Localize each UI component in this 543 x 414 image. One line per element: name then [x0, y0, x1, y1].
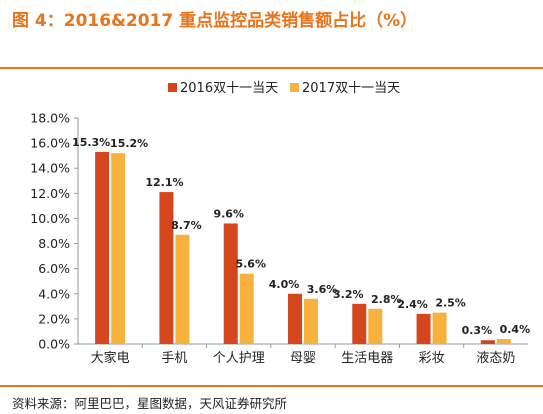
data-label: 2.8% [371, 293, 402, 306]
y-tick-label: 16.0% [30, 136, 70, 151]
y-tick-label: 0.0% [38, 337, 70, 352]
bar-2016 [480, 340, 495, 344]
bar-2017 [239, 273, 254, 344]
data-label: 8.7% [171, 219, 202, 232]
data-label: 4.0% [269, 278, 300, 291]
x-tick-label: 手机 [161, 351, 187, 366]
bar-2016 [288, 293, 302, 344]
bar-2016 [416, 313, 431, 344]
y-tick-label: 12.0% [30, 186, 70, 201]
bar-2017 [111, 153, 126, 344]
x-tick-label: 大家电 [91, 350, 130, 366]
y-tick-label: 18.0% [30, 111, 70, 126]
x-tick-label: 母婴 [290, 351, 316, 366]
y-tick-label: 2.0% [38, 311, 70, 326]
bar-2017 [368, 308, 383, 344]
y-tick-label: 14.0% [30, 161, 70, 176]
source-note: 资料来源：阿里巴巴，星图数据，天风证券研究所 [12, 396, 288, 411]
y-tick-label: 10.0% [30, 211, 70, 226]
x-tick-label: 个人护理 [213, 351, 265, 366]
bar-2017 [496, 338, 511, 344]
data-label: 5.6% [235, 258, 266, 271]
data-label: 12.1% [145, 176, 183, 189]
bar-2017 [304, 298, 318, 344]
x-tick-label: 液态奶 [476, 351, 515, 366]
y-tick-label: 8.0% [38, 236, 70, 251]
data-label: 9.6% [213, 207, 244, 220]
x-tick-label: 生活电器 [341, 351, 393, 366]
bar-2017 [175, 234, 190, 344]
y-tick-label: 4.0% [38, 286, 70, 301]
data-label: 2.4% [397, 298, 428, 311]
legend-label-1: 2016双十一当天 [180, 81, 278, 96]
y-tick-label: 6.0% [38, 261, 70, 276]
bar-2017 [432, 312, 447, 344]
bar-2016 [95, 151, 110, 344]
bar-chart: 2016双十一当天 2017双十一当天 0.0% 2.0% 4.0% 6.0% 8.0% 10… [30, 81, 531, 366]
x-tick-label: 彩妆 [419, 351, 445, 366]
legend-swatch-1 [168, 83, 177, 92]
data-label: 15.3% [72, 136, 110, 149]
legend-label-2: 2017双十一当天 [302, 81, 400, 96]
data-label: 3.6% [307, 283, 338, 296]
data-label: 3.2% [333, 288, 364, 301]
figure-title: 图 4：2016&2017 重点监控品类销售额占比（%） [12, 11, 418, 31]
data-label: 2.5% [435, 297, 466, 310]
top-divider [0, 67, 543, 69]
legend-swatch-2 [290, 83, 299, 92]
bar-2016 [223, 223, 238, 344]
data-label: 0.4% [500, 323, 531, 336]
bottom-divider [0, 385, 543, 387]
bar-2016 [352, 303, 367, 344]
bar-2016 [159, 192, 174, 344]
data-label: 15.2% [110, 137, 148, 150]
data-label: 0.3% [462, 324, 493, 337]
